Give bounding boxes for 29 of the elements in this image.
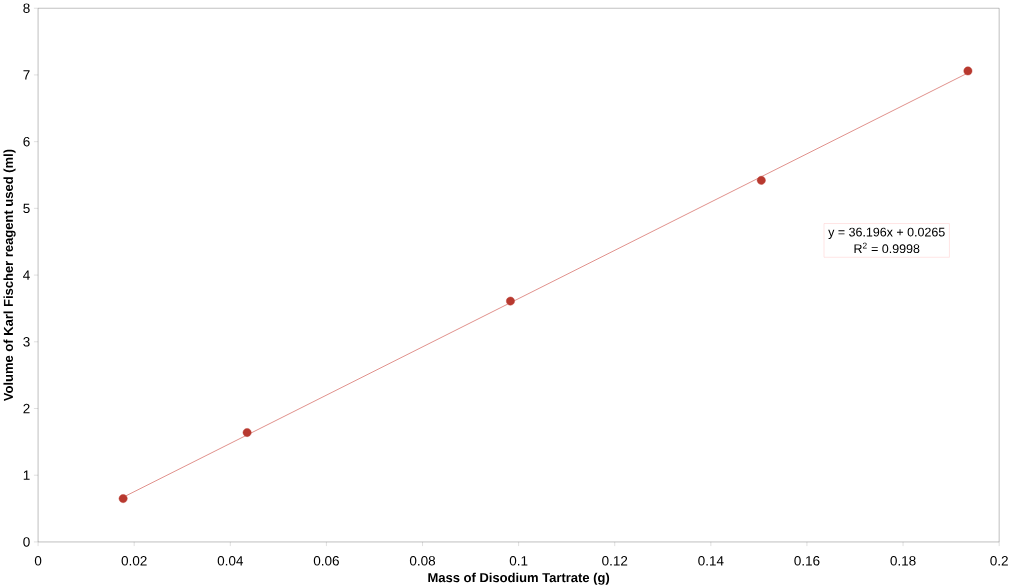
y-tick-label: 2 [23, 403, 30, 414]
x-tick-label: 0.04 [217, 555, 244, 566]
x-tick-label: 0.14 [698, 555, 724, 566]
x-tick-label: 0.1 [509, 555, 528, 566]
x-tick-label: 0.12 [602, 555, 628, 566]
y-tick-label: 3 [23, 336, 30, 347]
y-axis-title: Volume of Karl Fischer reagent used (ml) [3, 149, 16, 401]
x-tick-label: 0.02 [121, 555, 147, 566]
x-tick-label: 0.06 [313, 555, 339, 566]
x-tick-label: 0.16 [794, 555, 820, 566]
point [963, 66, 973, 76]
y-tick-label: 4 [23, 270, 30, 280]
y-tick-label: 5 [23, 203, 30, 213]
point [118, 494, 128, 503]
point [506, 296, 515, 306]
x-tick-label: 0 [34, 555, 42, 566]
y-tick-label: 8 [23, 3, 30, 13]
y-tick-label: 6 [23, 136, 30, 147]
point [756, 175, 766, 185]
point [242, 428, 252, 437]
annotation: y = 36.196x + 0.0265 [828, 227, 945, 239]
x-axis-title: Mass of Disodium Tartrate (g) [428, 572, 610, 585]
x-tick-label: 0.2 [990, 555, 1008, 566]
x-tick-label: 0.18 [890, 555, 916, 566]
annotation: R$^{2}$ = 0.9998 [854, 242, 920, 253]
y-tick-label: 0 [23, 537, 30, 547]
y-tick-label: 7 [23, 70, 30, 80]
x-tick-label: 0.08 [409, 555, 436, 566]
y-tick-label: 1 [23, 470, 30, 480]
